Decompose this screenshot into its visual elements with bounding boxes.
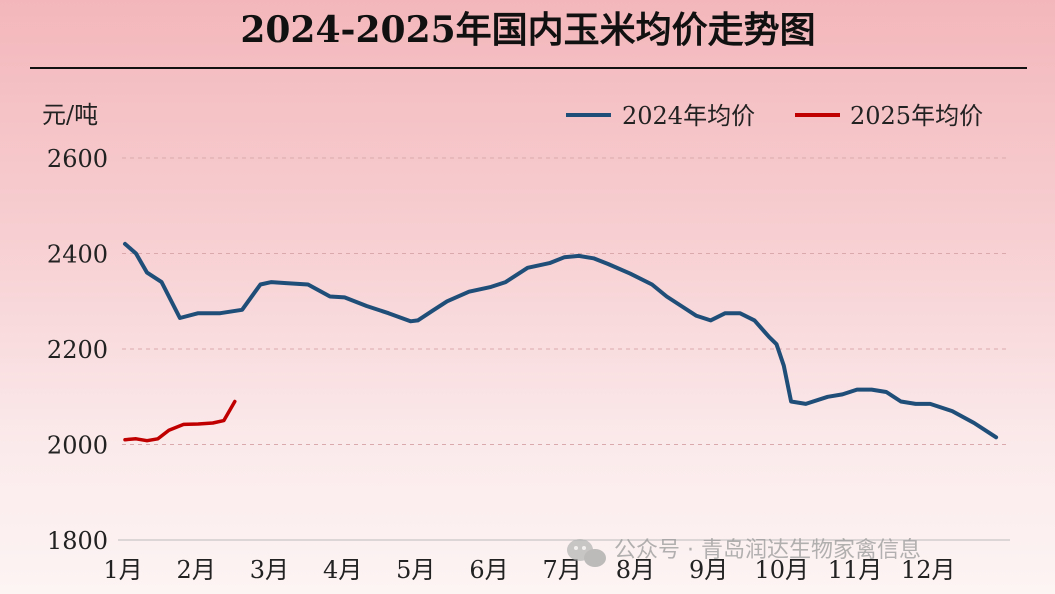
x-tick-label: 11月 [828,556,883,584]
x-tick-label: 9月 [689,556,728,584]
legend-label-1: 2024年均价 [622,102,755,130]
legend: 2024年均价 2025年均价 [566,102,983,130]
x-tick-label: 4月 [323,556,362,584]
y-tick-label: 1800 [47,527,108,555]
y-axis-ticks: 1800 2000 2200 2400 2600 [47,145,108,555]
x-axis-ticks: 1月 2月 3月 4月 5月 6月 7月 8月 9月 10月 11月 12月 [103,556,955,584]
x-tick-label: 6月 [469,556,508,584]
watermark: 公众号 · 青岛润达生物家禽信息 [567,538,921,567]
series-line-1 [123,241,999,440]
x-tick-label: 1月 [103,556,142,584]
y-tick-label: 2400 [47,241,108,269]
x-tick-label: 5月 [396,556,435,584]
x-tick-label: 2月 [177,556,216,584]
y-axis-label: 元/吨 [42,101,98,129]
y-tick-label: 2600 [47,145,108,173]
x-tick-label: 3月 [250,556,289,584]
y-tick-label: 2200 [47,336,108,364]
legend-label-2: 2025年均价 [850,102,983,130]
series-lines [123,241,999,443]
x-tick-label: 12月 [901,556,956,584]
y-tick-label: 2000 [47,432,108,460]
wechat-icon [567,539,606,567]
x-tick-label: 8月 [616,556,655,584]
series-line-2 [123,399,237,443]
chart-title: 2024-2025年国内玉米均价走势图 [240,9,815,51]
grid [122,157,1008,445]
x-tick-label: 10月 [755,556,810,584]
watermark-text: 公众号 · 青岛润达生物家禽信息 [614,538,921,563]
x-tick-label: 7月 [543,556,582,584]
